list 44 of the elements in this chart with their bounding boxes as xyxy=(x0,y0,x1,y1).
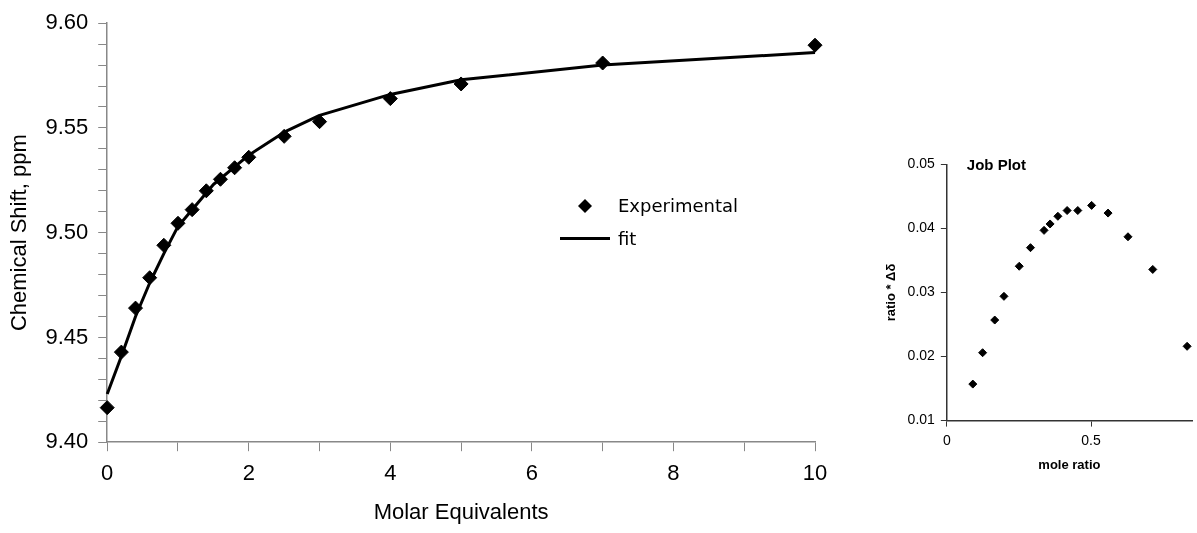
point xyxy=(312,114,328,130)
point xyxy=(1073,206,1083,216)
y-tick-label: 9.55 xyxy=(45,114,89,140)
x-tick-label: 6 xyxy=(525,460,539,486)
point xyxy=(1053,211,1063,221)
point xyxy=(1062,206,1072,216)
chart-title: Job Plot xyxy=(966,156,1027,174)
point xyxy=(807,37,823,53)
y-axis-title: ratio * Δδ xyxy=(883,263,899,322)
point xyxy=(99,400,115,416)
y-tick-label: 0.04 xyxy=(907,219,936,236)
point xyxy=(1182,341,1192,351)
point xyxy=(978,348,988,358)
point xyxy=(1087,200,1097,210)
x-tick-label: 0 xyxy=(942,431,951,448)
point xyxy=(1045,219,1055,229)
point xyxy=(968,379,978,389)
point xyxy=(1148,264,1158,274)
y-tick-label: 9.40 xyxy=(45,428,89,454)
x-tick-label: 0.5 xyxy=(1081,431,1101,448)
y-tick-label: 0.02 xyxy=(907,347,936,364)
x-axis-title: mole ratio xyxy=(1038,456,1101,472)
x-tick-label: 0 xyxy=(101,460,114,486)
y-tick-label: 0.05 xyxy=(907,155,936,172)
point xyxy=(1025,243,1035,253)
x-tick-label: 2 xyxy=(242,460,255,486)
y-tick-label: 9.45 xyxy=(45,323,89,349)
point xyxy=(1123,232,1133,242)
x-tick-label: 10 xyxy=(802,460,828,486)
legend-label: fit xyxy=(618,228,637,249)
y-tick-label: 9.50 xyxy=(45,218,89,244)
y-tick-label: 0.03 xyxy=(907,283,936,300)
x-tick-label: 4 xyxy=(384,460,397,486)
point xyxy=(999,291,1009,301)
point xyxy=(1103,208,1113,218)
point xyxy=(1014,261,1024,271)
point xyxy=(990,315,1000,325)
x-tick-label: 8 xyxy=(667,460,680,486)
legend-label: Experimental xyxy=(618,195,739,216)
point xyxy=(1039,225,1049,235)
y-axis-title: Chemical Shift, ppm xyxy=(6,134,32,332)
y-tick-label: 0.01 xyxy=(907,411,936,428)
y-tick-label: 9.60 xyxy=(45,9,89,35)
x-axis-title: Molar Equivalents xyxy=(373,498,549,524)
